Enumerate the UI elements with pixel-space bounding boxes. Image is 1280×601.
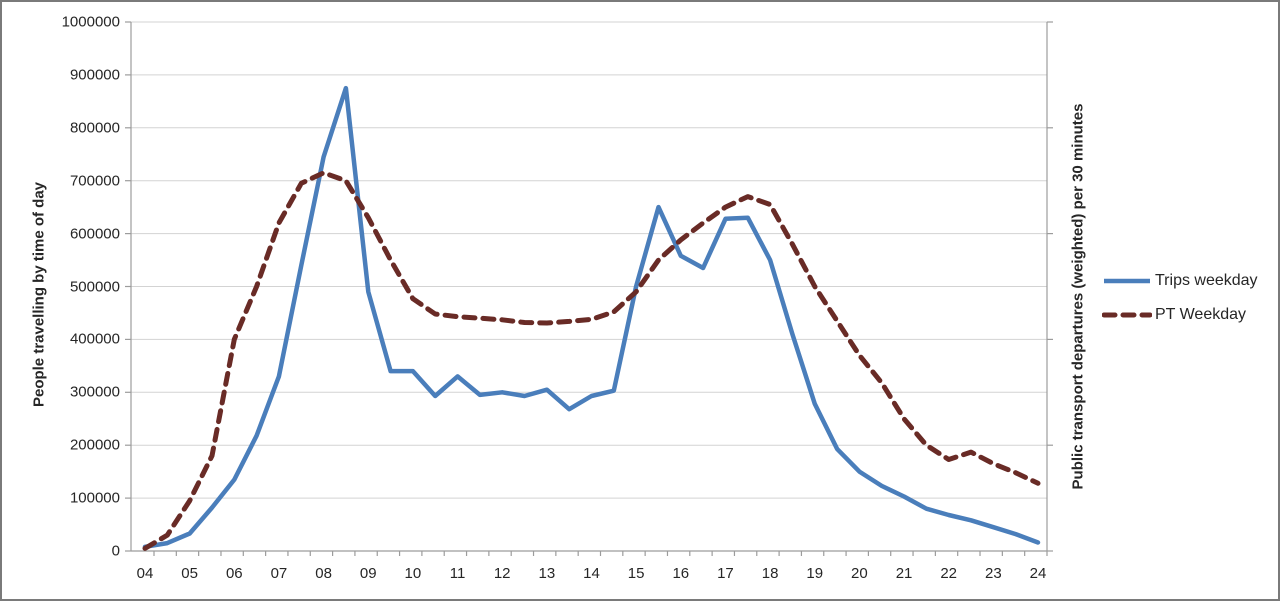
legend-item: PT Weekday <box>1102 298 1258 332</box>
x-axis-tick-label: 15 <box>627 565 645 582</box>
x-axis-tick-label: 22 <box>940 565 958 582</box>
x-axis-tick-label: 13 <box>538 565 556 582</box>
x-axis-tick-label: 12 <box>493 565 511 582</box>
x-axis-tick-label: 23 <box>985 565 1002 582</box>
series-line-trips-weekday <box>142 85 1041 550</box>
x-axis-tick-label: 14 <box>583 565 600 582</box>
legend-item: Trips weekday <box>1102 264 1258 298</box>
y-axis-tick-label: 400000 <box>69 330 120 348</box>
x-axis-tick-label: 08 <box>315 565 332 582</box>
y-axis-tick-label: 800000 <box>69 119 120 137</box>
y-axis-tick-label: 500000 <box>69 278 120 295</box>
y2-axis-title: Public transport departures (weighted) p… <box>1069 103 1087 490</box>
x-axis-tick-label: 16 <box>672 565 690 582</box>
y-axis-tick-label: 0 <box>111 542 120 560</box>
y-axis-tick-label: 1000000 <box>61 13 120 31</box>
x-axis-tick-label: 17 <box>717 565 734 582</box>
x-axis-tick-label: 07 <box>270 565 288 582</box>
x-axis-tick-label: 05 <box>181 565 198 582</box>
legend-label: Trips weekday <box>1155 272 1258 289</box>
y-axis-tick-label: 300000 <box>69 383 120 401</box>
legend: Trips weekday PT Weekday <box>1102 264 1258 332</box>
y-axis-tick-label: 200000 <box>69 436 120 454</box>
y-axis-tick-label: 900000 <box>69 66 120 84</box>
legend-swatch-solid-line <box>1104 278 1150 284</box>
x-axis-tick-label: 11 <box>449 565 466 582</box>
series-line-pt-weekday <box>142 170 1041 551</box>
y-axis-tick-label: 600000 <box>69 225 120 243</box>
x-axis-tick-label: 10 <box>404 565 422 582</box>
y-axis-tick-label: 100000 <box>69 489 120 507</box>
y-axis-tick-label: 700000 <box>69 172 120 190</box>
x-axis-tick-label: 04 <box>136 565 154 582</box>
x-axis-tick-label: 18 <box>761 565 779 582</box>
x-axis-tick-label: 06 <box>225 565 243 582</box>
x-axis-tick-label: 24 <box>1029 565 1047 582</box>
x-axis-tick-label: 09 <box>359 565 377 582</box>
x-axis-tick-label: 20 <box>851 565 868 582</box>
x-axis-tick-label: 21 <box>895 565 913 582</box>
x-axis-tick-label: 19 <box>806 565 824 582</box>
legend-swatch-dashed-line <box>1102 312 1152 318</box>
legend-label: PT Weekday <box>1155 306 1247 323</box>
